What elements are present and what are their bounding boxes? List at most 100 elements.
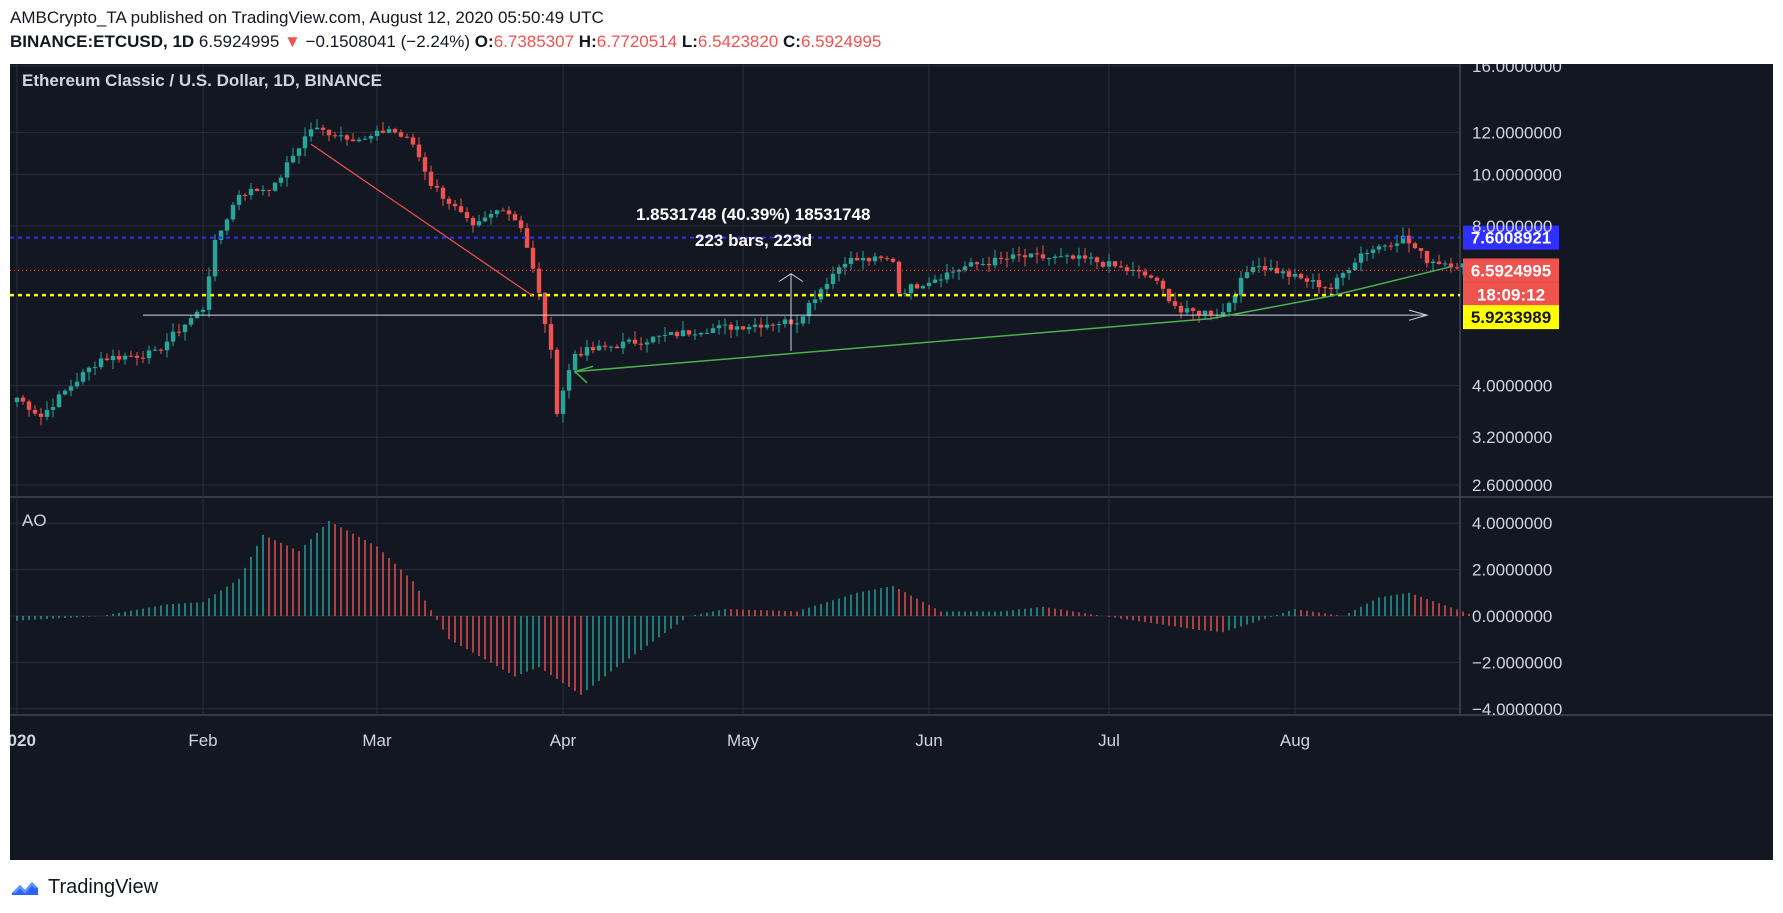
candle-body [722, 324, 728, 326]
candle-body [572, 353, 578, 371]
candle-body [1232, 295, 1238, 304]
candle-body [1034, 253, 1040, 255]
footer-brand[interactable]: TradingView [48, 875, 159, 898]
candle-body [50, 407, 56, 410]
candle-body [1142, 271, 1148, 276]
price-range-arrow-icon [778, 273, 804, 283]
candle-body [458, 206, 464, 213]
candle-body [878, 256, 884, 259]
candle-body [518, 220, 524, 229]
y-tick-label: 3.2000000 [1472, 428, 1552, 447]
ao-tick-label: 4.0000000 [1472, 514, 1552, 533]
candle-body [212, 239, 218, 277]
candle-body [968, 262, 974, 267]
candle-body [740, 326, 746, 330]
candle-body [554, 349, 560, 414]
candle-body [1364, 253, 1370, 255]
candle-body [1328, 287, 1334, 290]
candle-body [1004, 258, 1010, 260]
candle-body [1106, 261, 1112, 267]
candle-body [1370, 249, 1376, 254]
candle-body [1256, 266, 1262, 268]
candle-body [1046, 257, 1052, 259]
candle-body [446, 198, 452, 204]
candle-body [434, 185, 440, 188]
candle-body [1274, 267, 1280, 274]
candle-body [1430, 261, 1436, 264]
candle-body [626, 339, 632, 342]
candle-body [1292, 273, 1298, 277]
x-tick-label: Jul [1098, 731, 1120, 750]
candle-body [692, 334, 698, 336]
candle-body [284, 162, 290, 178]
candle-body [770, 324, 776, 326]
candle-body [188, 318, 194, 325]
candle-body [1112, 261, 1118, 267]
candle-body [476, 221, 482, 226]
candle-body [452, 203, 458, 207]
candle-body [632, 339, 638, 344]
y-tick-label: 12.0000000 [1472, 123, 1562, 142]
candle-body [542, 292, 548, 325]
candle-body [566, 370, 572, 391]
candle-body [182, 324, 188, 333]
candles [14, 119, 1472, 426]
measure-text: 1.8531748 (40.39%) 18531748 [636, 205, 870, 224]
ao-tick-label: 0.0000000 [1472, 607, 1552, 626]
candle-body [464, 212, 470, 218]
candle-body [98, 358, 104, 368]
candle-body [1286, 271, 1292, 277]
candle-body [20, 397, 26, 402]
candle-body [1190, 308, 1196, 311]
price-tag-label: 18:09:12 [1477, 285, 1545, 304]
candle-body [764, 324, 770, 328]
x-tick-label: Mar [362, 731, 392, 750]
candle-body [1070, 255, 1076, 259]
candle-body [140, 357, 146, 359]
candle-body [806, 302, 812, 317]
candle-body [1454, 267, 1460, 269]
candle-body [548, 324, 554, 350]
candle-body [716, 325, 722, 329]
candle-body [1388, 245, 1394, 247]
candle-body [488, 213, 494, 218]
x-tick-label: Feb [188, 731, 217, 750]
candle-body [914, 284, 920, 289]
candle-body [1052, 256, 1058, 258]
candle-body [746, 326, 752, 330]
price-tag-label: 6.5924995 [1471, 261, 1551, 280]
y-tick-label: 2.6000000 [1472, 476, 1552, 495]
axes: 16.0000000 12.0000000 10.0000000 8.0000000 4… [10, 64, 1562, 750]
candle-body [356, 139, 362, 142]
candle-body [1082, 255, 1088, 259]
candle-body [848, 257, 854, 264]
candle-body [1094, 257, 1100, 263]
x-tick-label: Apr [550, 731, 577, 750]
candle-body [1118, 266, 1124, 268]
candle-body [686, 330, 692, 335]
candle-body [884, 258, 890, 260]
candle-body [1424, 250, 1430, 264]
candle-body [122, 355, 128, 360]
candle-body [1202, 310, 1208, 316]
candle-body [152, 349, 158, 351]
candle-body [470, 217, 476, 226]
chart-area[interactable]: 7.6008921 6.5924995 18:09:12 5.9233989 16.0… [10, 64, 1773, 860]
candle-body [560, 390, 566, 414]
candle-body [32, 409, 38, 414]
high-label: H: [578, 32, 597, 51]
high-value: 6.7720514 [596, 32, 678, 51]
chart-canvas[interactable]: 7.6008921 6.5924995 18:09:12 5.9233989 16.0… [10, 64, 1773, 860]
price-tag-label: 7.6008921 [1471, 229, 1551, 248]
candle-body [662, 334, 668, 336]
candle-body [1226, 303, 1232, 312]
candle-body [1196, 310, 1202, 316]
candle-body [1412, 243, 1418, 249]
ao-tick-label: −2.0000000 [1472, 653, 1562, 672]
candle-body [1310, 280, 1316, 282]
candle-body [1436, 261, 1442, 264]
x-tick-label: May [727, 731, 760, 750]
y-tick-label: 16.0000000 [1472, 64, 1562, 76]
candle-body [350, 139, 356, 142]
price-tag [1463, 305, 1559, 330]
